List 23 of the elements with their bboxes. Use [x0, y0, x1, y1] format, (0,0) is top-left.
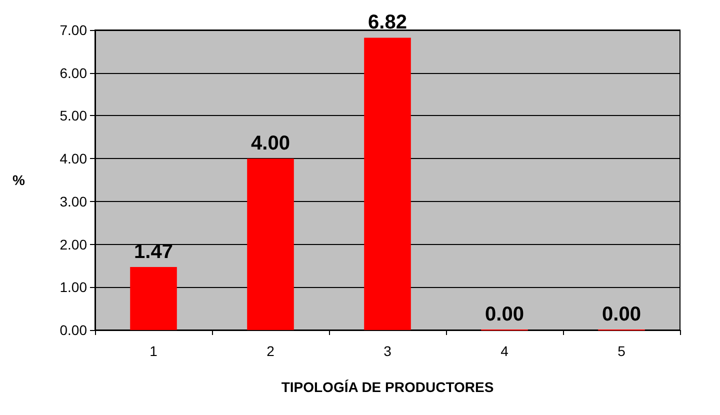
bar: [364, 38, 411, 330]
data-label: 0.00: [602, 304, 641, 326]
data-label: 0.00: [485, 304, 524, 326]
bar: [130, 267, 177, 330]
y-tick-label: 3.00: [60, 193, 88, 210]
y-tick-label: 5.00: [60, 108, 88, 124]
data-label: 6.82: [368, 12, 407, 34]
y-axis-title: %: [12, 172, 26, 188]
x-axis-title: TIPOLOGÍA DE PRODUCTORES: [281, 379, 494, 395]
x-tick-label: 2: [266, 343, 275, 359]
x-tick-label: 1: [150, 343, 158, 359]
x-tick-label: 5: [618, 343, 626, 359]
y-tick-label: 7.00: [60, 22, 88, 38]
bar: [247, 158, 294, 330]
y-tick-label: 4.00: [60, 150, 88, 167]
y-tick-label: 0.00: [60, 322, 88, 338]
y-tick-label: 1.00: [60, 279, 88, 296]
y-tick-label: 6.00: [60, 64, 88, 81]
x-tick-label: 3: [384, 343, 392, 359]
x-tick-label: 4: [500, 343, 509, 359]
data-label: 1.47: [134, 241, 173, 263]
data-label: 4.00: [251, 132, 290, 155]
y-tick-label: 2.00: [60, 236, 88, 252]
